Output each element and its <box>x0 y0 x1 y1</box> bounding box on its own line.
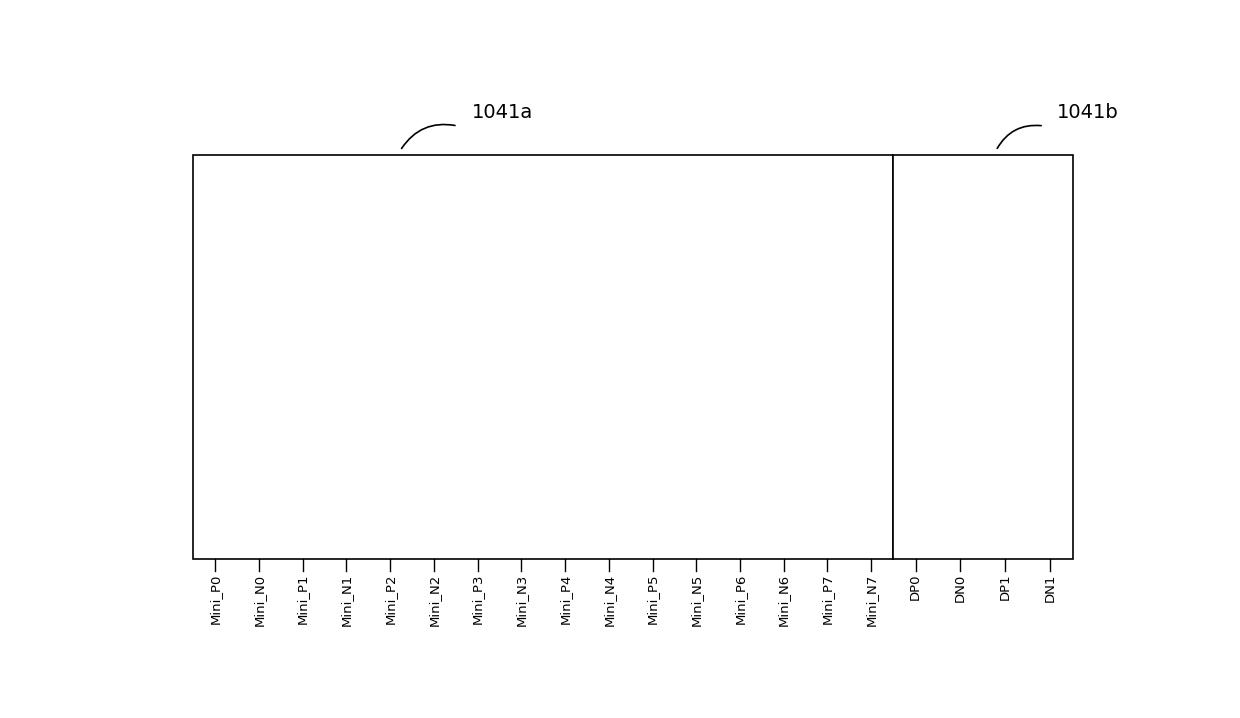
Text: DN1: DN1 <box>1044 574 1056 602</box>
Text: Mini_P1: Mini_P1 <box>296 574 309 624</box>
Text: Mini_P0: Mini_P0 <box>208 574 222 624</box>
Text: Mini_P4: Mini_P4 <box>558 574 572 624</box>
Text: Mini_P6: Mini_P6 <box>734 574 746 624</box>
Text: DP0: DP0 <box>909 574 923 600</box>
Text: Mini_N5: Mini_N5 <box>689 574 703 626</box>
Text: DN0: DN0 <box>954 574 967 602</box>
Text: Mini_P3: Mini_P3 <box>471 574 484 624</box>
Text: Mini_N3: Mini_N3 <box>515 574 528 626</box>
Text: Mini_P5: Mini_P5 <box>646 574 658 624</box>
Text: Mini_N6: Mini_N6 <box>777 574 790 626</box>
Text: Mini_N0: Mini_N0 <box>253 574 265 626</box>
Bar <box>193 155 893 559</box>
Text: DP1: DP1 <box>999 574 1012 600</box>
Text: Mini_P7: Mini_P7 <box>821 574 835 624</box>
Text: 1041a: 1041a <box>472 103 533 122</box>
Bar <box>893 155 1073 559</box>
Text: 1041b: 1041b <box>1056 103 1118 122</box>
Text: Mini_N2: Mini_N2 <box>428 574 440 626</box>
Text: Mini_N4: Mini_N4 <box>603 574 615 626</box>
Text: Mini_N7: Mini_N7 <box>864 574 878 626</box>
Text: Mini_P2: Mini_P2 <box>383 574 397 624</box>
Text: Mini_N1: Mini_N1 <box>340 574 353 626</box>
